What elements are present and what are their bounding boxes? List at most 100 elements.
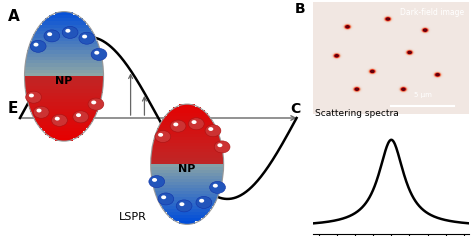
Polygon shape — [26, 93, 102, 96]
Circle shape — [161, 195, 166, 199]
Text: NP: NP — [179, 164, 196, 174]
Polygon shape — [159, 200, 216, 203]
Polygon shape — [27, 54, 101, 57]
Circle shape — [76, 113, 81, 117]
Polygon shape — [49, 135, 79, 138]
Circle shape — [79, 32, 95, 44]
Polygon shape — [55, 12, 73, 15]
Polygon shape — [29, 105, 99, 109]
Circle shape — [91, 101, 96, 104]
Polygon shape — [164, 116, 210, 119]
Circle shape — [196, 196, 212, 208]
Polygon shape — [30, 109, 98, 112]
Polygon shape — [164, 209, 210, 212]
Circle shape — [26, 91, 42, 103]
Text: Dark-field image: Dark-field image — [401, 8, 465, 17]
Polygon shape — [39, 25, 89, 28]
Text: A: A — [8, 9, 19, 24]
Polygon shape — [35, 31, 93, 34]
Polygon shape — [179, 104, 195, 107]
Circle shape — [52, 114, 67, 126]
Polygon shape — [159, 125, 216, 128]
Polygon shape — [32, 112, 96, 115]
Polygon shape — [155, 134, 219, 137]
Polygon shape — [166, 113, 208, 116]
Circle shape — [208, 127, 213, 131]
Polygon shape — [153, 140, 221, 143]
Polygon shape — [30, 41, 98, 44]
Circle shape — [30, 40, 46, 52]
Polygon shape — [26, 89, 102, 93]
Polygon shape — [154, 188, 220, 191]
Polygon shape — [29, 44, 99, 47]
Polygon shape — [28, 102, 100, 105]
Circle shape — [36, 109, 42, 113]
Text: C: C — [290, 102, 300, 116]
Circle shape — [199, 199, 204, 203]
Polygon shape — [162, 206, 212, 209]
Circle shape — [65, 29, 71, 33]
Circle shape — [213, 184, 218, 188]
Circle shape — [176, 200, 192, 212]
Circle shape — [179, 202, 184, 206]
Circle shape — [33, 106, 49, 118]
Polygon shape — [25, 70, 103, 73]
Text: 5 μm: 5 μm — [413, 92, 431, 98]
Polygon shape — [27, 51, 100, 54]
Circle shape — [158, 193, 174, 205]
Text: NP: NP — [55, 76, 73, 86]
Polygon shape — [156, 131, 218, 134]
Polygon shape — [151, 170, 223, 173]
Polygon shape — [25, 76, 103, 80]
Polygon shape — [153, 182, 222, 185]
Circle shape — [91, 48, 107, 60]
Text: Scattering spectra: Scattering spectra — [315, 109, 399, 118]
Text: B: B — [295, 2, 305, 16]
Polygon shape — [55, 138, 73, 141]
Polygon shape — [32, 38, 96, 41]
Polygon shape — [151, 164, 224, 167]
Polygon shape — [155, 191, 219, 194]
Polygon shape — [173, 107, 201, 110]
Circle shape — [152, 178, 157, 182]
Polygon shape — [160, 122, 214, 125]
Text: LSPR: LSPR — [118, 212, 146, 223]
Polygon shape — [166, 212, 208, 215]
Polygon shape — [25, 63, 103, 67]
Circle shape — [55, 117, 60, 121]
Polygon shape — [157, 197, 217, 200]
Circle shape — [34, 43, 38, 46]
Polygon shape — [37, 122, 91, 125]
Polygon shape — [153, 185, 221, 188]
Polygon shape — [45, 18, 83, 21]
Circle shape — [210, 181, 226, 193]
Circle shape — [158, 133, 163, 137]
Circle shape — [94, 51, 99, 55]
Circle shape — [62, 26, 78, 38]
Polygon shape — [27, 96, 101, 99]
Polygon shape — [28, 47, 100, 51]
Circle shape — [188, 118, 204, 130]
Circle shape — [47, 32, 52, 36]
Polygon shape — [162, 119, 212, 122]
Polygon shape — [37, 28, 91, 31]
Polygon shape — [25, 86, 103, 89]
Circle shape — [149, 176, 164, 188]
Text: E: E — [8, 101, 18, 116]
Circle shape — [214, 141, 230, 153]
Polygon shape — [45, 131, 83, 135]
Polygon shape — [26, 57, 102, 60]
Polygon shape — [33, 115, 95, 118]
Polygon shape — [25, 80, 103, 83]
Polygon shape — [42, 128, 86, 131]
Polygon shape — [39, 125, 89, 128]
Polygon shape — [33, 34, 95, 38]
Polygon shape — [42, 21, 86, 25]
Polygon shape — [160, 203, 214, 206]
Polygon shape — [170, 215, 205, 218]
Polygon shape — [49, 15, 79, 18]
Polygon shape — [151, 152, 223, 155]
Polygon shape — [153, 143, 222, 146]
Polygon shape — [151, 158, 224, 161]
Polygon shape — [179, 221, 195, 224]
